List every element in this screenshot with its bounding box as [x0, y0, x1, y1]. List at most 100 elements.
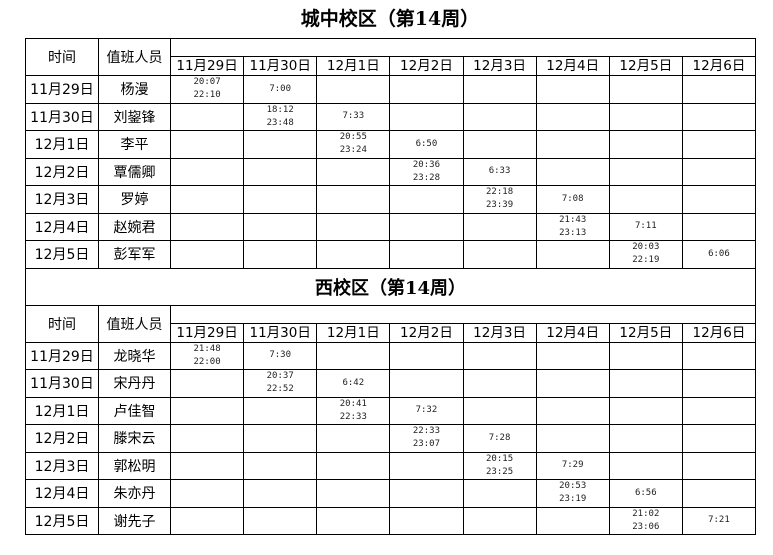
row-person: 龙晓华 — [98, 341, 171, 370]
header-date: 时间 — [25, 38, 99, 76]
time-cell: 22:18 23:39 — [462, 185, 537, 214]
time-cell: 7:28 — [462, 424, 537, 453]
time-cell — [389, 341, 464, 370]
row-date: 12月2日 — [25, 157, 99, 186]
time-cell — [169, 185, 245, 214]
time-cell — [681, 479, 757, 508]
time-cell: 18:12 23:48 — [243, 102, 318, 131]
time-cell — [681, 369, 757, 398]
time-cell — [608, 102, 683, 131]
time-cell — [535, 130, 610, 159]
time-cell — [243, 479, 318, 508]
time-cell: 6:56 — [608, 479, 683, 508]
time-cell — [535, 102, 610, 131]
header-day: 12月4日 — [535, 322, 610, 343]
header-day: 12月1日 — [316, 322, 391, 343]
time-cell — [169, 157, 245, 186]
header-day: 12月6日 — [681, 322, 757, 343]
row-date: 12月4日 — [25, 212, 99, 241]
time-cell: 7:11 — [608, 212, 683, 241]
time-cell — [462, 75, 537, 104]
header-day: 12月3日 — [462, 56, 537, 76]
time-cell — [535, 341, 610, 370]
time-cell — [243, 424, 318, 453]
time-cell — [316, 424, 391, 453]
time-cell: 20:15 23:25 — [462, 451, 537, 480]
row-date: 12月1日 — [25, 396, 99, 425]
time-cell — [169, 130, 245, 159]
time-cell: 21:02 23:06 — [608, 506, 683, 535]
header-date: 时间 — [25, 304, 99, 343]
row-date: 12月3日 — [25, 451, 99, 480]
time-cell — [535, 369, 610, 398]
section-title-chengzhong: 城中校区（第14周） — [300, 8, 480, 30]
time-cell — [169, 424, 245, 453]
time-cell: 7:30 — [243, 341, 318, 370]
header-day: 11月30日 — [243, 56, 318, 76]
time-cell — [462, 369, 537, 398]
header-day: 12月3日 — [462, 322, 537, 343]
header-day: 11月29日 — [169, 56, 245, 76]
header-day: 12月2日 — [389, 56, 464, 76]
time-cell — [535, 506, 610, 535]
time-cell — [681, 130, 757, 159]
header-day: 12月5日 — [608, 322, 683, 343]
time-cell — [316, 506, 391, 535]
header-row: 时间 值班人员 — [25, 38, 756, 76]
time-cell — [681, 185, 757, 214]
time-cell — [389, 451, 464, 480]
header-person: 值班人员 — [98, 304, 171, 343]
time-cell: 20:36 23:28 — [389, 157, 464, 186]
row-person: 覃儒卿 — [98, 157, 171, 186]
row-date: 12月2日 — [25, 424, 99, 453]
row-date: 11月30日 — [25, 369, 99, 398]
time-cell: 20:07 22:10 — [169, 75, 245, 104]
time-cell: 20:55 23:24 — [316, 130, 391, 159]
time-cell: 7:32 — [389, 396, 464, 425]
time-cell — [243, 157, 318, 186]
header-blank — [170, 38, 756, 57]
time-cell — [243, 240, 318, 269]
time-cell: 6:06 — [681, 240, 757, 269]
row-person: 朱亦丹 — [98, 479, 171, 508]
time-cell: 7:08 — [535, 185, 610, 214]
time-cell — [608, 341, 683, 370]
row-person: 卢佳智 — [98, 396, 171, 425]
table-row: 12月3日 罗婷 22:18 23:39 7:08 — [25, 185, 757, 214]
time-cell — [389, 212, 464, 241]
table-row: 12月1日 李平 20:55 23:24 6:50 — [25, 130, 757, 159]
time-cell — [681, 341, 757, 370]
table-row: 12月5日 彭军军 20:03 22:19 6:06 — [25, 240, 757, 269]
time-cell: 20:53 23:19 — [535, 479, 610, 508]
table-row: 11月30日 刘鋆锋 18:12 23:48 7:33 — [25, 102, 757, 131]
time-cell — [462, 341, 537, 370]
time-cell — [169, 212, 245, 241]
time-cell — [462, 506, 537, 535]
row-date: 11月29日 — [25, 75, 99, 104]
time-cell — [608, 185, 683, 214]
time-cell — [681, 451, 757, 480]
time-cell — [608, 130, 683, 159]
header-dates-row: 11月29日 11月30日 12月1日 12月2日 12月3日 12月4日 12月5日 12月… — [26, 322, 757, 343]
header-day: 12月6日 — [681, 56, 757, 76]
time-cell — [243, 396, 318, 425]
time-cell: 21:43 23:13 — [535, 212, 610, 241]
row-person: 李平 — [98, 130, 171, 159]
time-cell — [316, 479, 391, 508]
time-cell: 20:41 22:33 — [316, 396, 391, 425]
row-date: 11月29日 — [25, 341, 99, 370]
time-cell: 7:33 — [316, 102, 391, 131]
row-person: 宋丹丹 — [98, 369, 171, 398]
header-day: 12月4日 — [535, 56, 610, 76]
time-cell: 6:33 — [462, 157, 537, 186]
table-row: 11月29日 龙晓华 21:48 22:00 7:30 — [25, 341, 757, 370]
time-cell — [535, 75, 610, 104]
header-day: 12月1日 — [316, 56, 391, 76]
time-cell — [389, 102, 464, 131]
header-person: 值班人员 — [98, 38, 171, 76]
time-cell: 7:21 — [681, 506, 757, 535]
row-person: 滕宋云 — [98, 424, 171, 453]
row-person: 郭松明 — [98, 451, 171, 480]
table-row: 12月5日 谢先子 21:02 23:06 7:21 — [25, 506, 757, 535]
duty-schedule-table: 时间 值班人员 11月29日 11月30日 12月1日 12月2日 12月3日 12月4日 12… — [25, 38, 757, 535]
